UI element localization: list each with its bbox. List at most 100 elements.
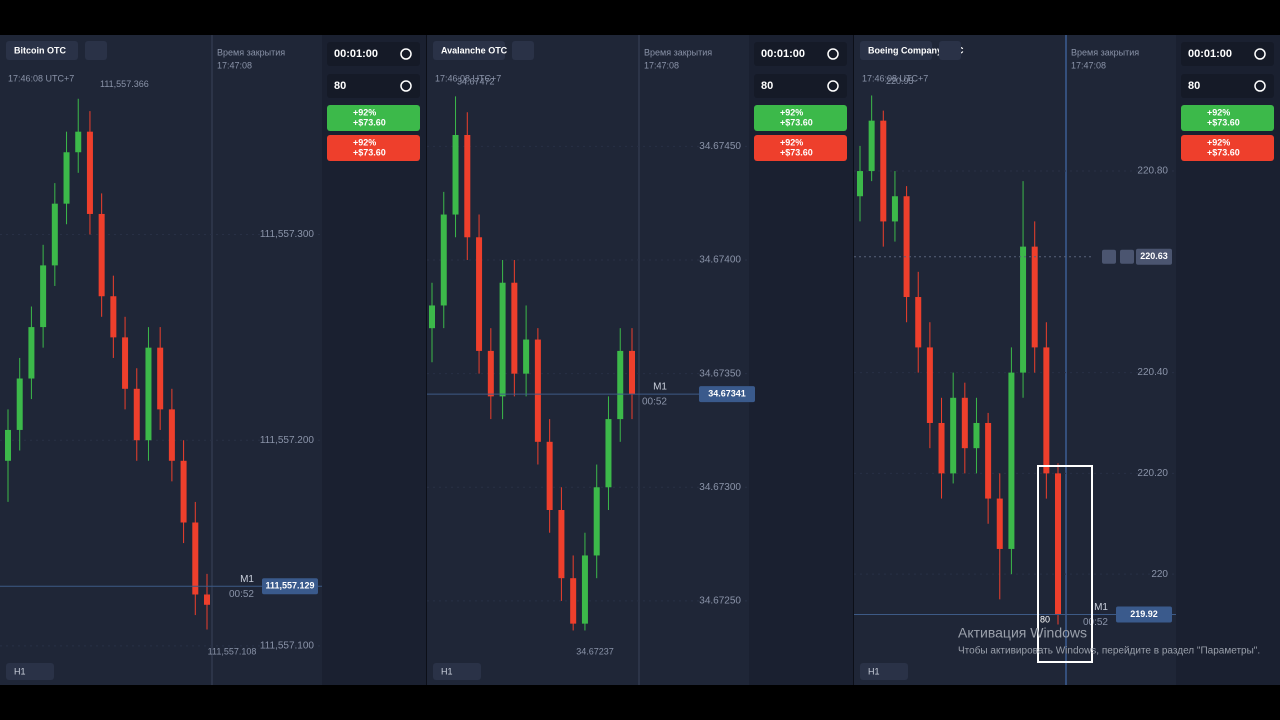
price-tick-label: 220.40	[1137, 367, 1168, 378]
price-tick-label: 111,557.300	[260, 229, 315, 240]
up-button[interactable]	[327, 105, 420, 131]
currency-icon	[827, 80, 839, 92]
countdown: 00:52	[229, 589, 254, 600]
down-button[interactable]	[1181, 135, 1274, 161]
candle-body	[961, 397, 968, 449]
asset-selector[interactable]	[6, 41, 78, 60]
duration-field[interactable]	[1181, 42, 1274, 66]
down-payout: +$73.60	[1207, 147, 1240, 157]
asset-name: Avalanche OTC	[441, 45, 508, 55]
up-payout: +$73.60	[780, 117, 813, 127]
up-percent: +92%	[1207, 107, 1230, 117]
candle-body	[558, 510, 565, 579]
current-price-label: 219.92	[1130, 609, 1158, 619]
candle-body	[16, 378, 23, 430]
candle-body	[1008, 372, 1015, 549]
currency-icon	[1254, 80, 1266, 92]
current-price-box	[699, 386, 755, 403]
up-percent: +92%	[780, 107, 803, 117]
menu-button[interactable]	[512, 41, 534, 60]
candle-body	[476, 237, 483, 351]
amount-field[interactable]	[1181, 74, 1274, 98]
sidebar	[749, 35, 854, 685]
candle-body	[857, 171, 863, 197]
candle-body	[1055, 473, 1061, 615]
candle-body	[5, 429, 11, 461]
menu-button[interactable]	[85, 41, 107, 60]
up-payout: +$73.60	[1207, 117, 1240, 127]
duration: 00:01:00	[1188, 48, 1232, 60]
close-time: 17:47:08	[217, 60, 252, 70]
candle-body	[1031, 246, 1038, 348]
price-tick-label: 34.67350	[699, 368, 741, 379]
candle-body	[75, 131, 82, 153]
trade-marker: 80	[1040, 614, 1050, 624]
candle-body	[180, 460, 187, 523]
candle-body	[938, 422, 945, 474]
down-button[interactable]	[754, 135, 847, 161]
up-button[interactable]	[754, 105, 847, 131]
amount-field[interactable]	[327, 74, 420, 98]
asset-selector[interactable]	[860, 41, 932, 60]
alert-price-label: 220.63	[1140, 251, 1168, 261]
down-percent: +92%	[1207, 137, 1230, 147]
current-price-label: 111,557.129	[265, 581, 314, 591]
os-notice-text: Чтобы активировать Windows, перейдите в …	[958, 645, 1260, 657]
candle-body	[429, 305, 435, 329]
countdown: 00:52	[1083, 617, 1108, 628]
candle-body	[546, 441, 553, 510]
price-tick-label: 111,557.200	[260, 435, 315, 446]
asset-selector[interactable]	[433, 41, 505, 60]
asset-name: Bitcoin OTC	[14, 45, 66, 55]
clock-icon	[1254, 48, 1266, 60]
up-button[interactable]	[1181, 105, 1274, 131]
current-price-label: 34.67341	[708, 388, 746, 398]
amount: 80	[334, 80, 346, 92]
candle-body	[499, 282, 506, 397]
candle-body	[168, 409, 175, 461]
candle-body	[903, 196, 910, 298]
down-button[interactable]	[327, 135, 420, 161]
candle-body	[145, 347, 152, 441]
price-tick-label: 111,557.100	[260, 641, 315, 652]
alert-box	[1136, 248, 1172, 265]
timeframe: H1	[14, 666, 26, 676]
timeframe: H1	[868, 666, 880, 676]
candle-body	[157, 347, 164, 410]
timeframe: H1	[441, 666, 453, 676]
candle-body	[1043, 347, 1050, 474]
candle-body	[51, 203, 58, 266]
close-label: Время закрытия	[1071, 47, 1139, 57]
candle-body	[133, 388, 140, 441]
sidebar	[1176, 35, 1280, 685]
current-price-box	[1116, 606, 1172, 623]
timeframe-button[interactable]	[6, 663, 54, 680]
os-notice-title: Активация Windows	[958, 625, 1087, 641]
high-label: 220.95	[886, 76, 914, 86]
currency-icon	[400, 80, 412, 92]
price-tick-label: 220.80	[1137, 166, 1168, 177]
candle-body	[98, 213, 105, 297]
duration-field[interactable]	[327, 42, 420, 66]
price-tick-label: 220	[1151, 569, 1168, 580]
amount-field[interactable]	[754, 74, 847, 98]
candle-body	[973, 422, 980, 449]
timeframe-button[interactable]	[860, 663, 908, 680]
candle-body	[487, 350, 494, 397]
timer-label: M1	[240, 574, 254, 585]
alert-icon	[1102, 249, 1116, 264]
timeframe-button[interactable]	[433, 663, 481, 680]
price-tick-label: 34.67250	[699, 596, 741, 607]
close-label: Время закрытия	[644, 47, 712, 57]
duration-field[interactable]	[754, 42, 847, 66]
candle-body	[534, 339, 541, 442]
candle-body	[570, 578, 577, 624]
candle-body	[86, 131, 93, 214]
server-time: 17:46:08 UTC+7	[862, 73, 928, 83]
candle-body	[1020, 246, 1027, 373]
menu-button[interactable]	[939, 41, 961, 60]
candle-body	[926, 347, 933, 423]
candle-body	[581, 555, 588, 624]
down-payout: +$73.60	[353, 147, 386, 157]
server-time: 17:46:08 UTC+7	[435, 73, 501, 83]
